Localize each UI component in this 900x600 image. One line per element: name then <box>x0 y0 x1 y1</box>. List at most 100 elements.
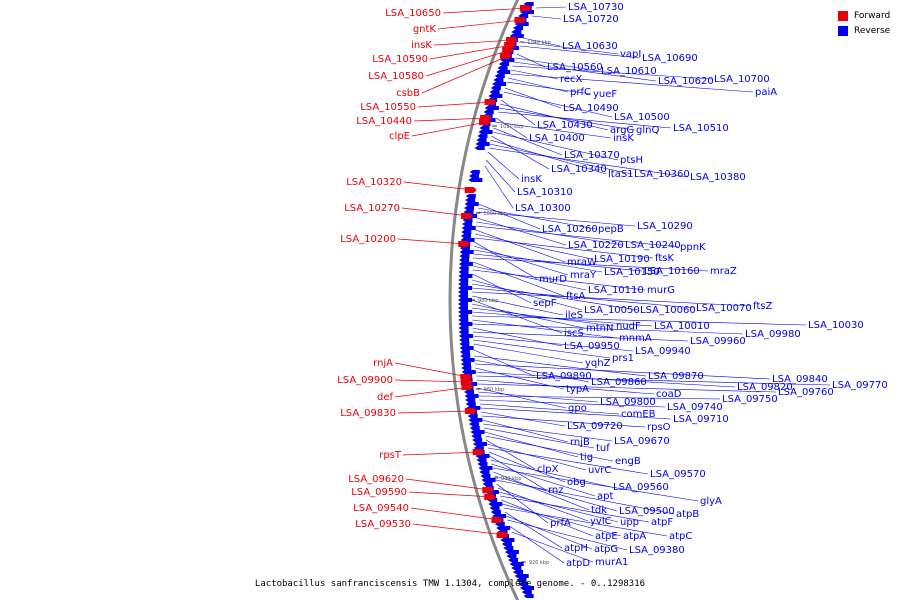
reverse-leader <box>476 375 831 386</box>
reverse-gene-arrow <box>472 442 487 446</box>
reverse-gene-label: LSA_10500 <box>614 112 670 123</box>
reverse-gene-label: LSA_09760 <box>778 387 834 398</box>
reverse-gene-arrow <box>458 278 469 282</box>
reverse-gene-arrow <box>521 590 532 594</box>
forward-gene-label: LSA_09530 <box>355 519 411 530</box>
reverse-gene-label: LSA_10610 <box>601 66 657 77</box>
reverse-gene-arrow <box>465 198 476 202</box>
reverse-gene-label: yvlC <box>590 516 612 527</box>
reverse-gene-arrow <box>458 262 473 266</box>
reverse-gene-arrow <box>477 134 488 138</box>
reverse-gene-arrow <box>459 258 470 262</box>
reverse-gene-label: LSA_09770 <box>832 380 888 391</box>
reverse-leader <box>493 471 590 511</box>
reverse-leader <box>510 69 559 80</box>
forward-gene-arrow <box>496 532 509 538</box>
reverse-leader <box>504 87 562 109</box>
reverse-gene-label: LSA_10560 <box>547 62 603 73</box>
reverse-gene-label: LSA_10010 <box>654 321 710 332</box>
reverse-gene-label: LSA_10690 <box>642 53 698 64</box>
reverse-leader <box>484 165 514 209</box>
reverse-gene-arrow <box>464 206 475 210</box>
forward-leader <box>397 410 473 414</box>
reverse-gene-arrow <box>504 550 519 554</box>
forward-gene-arrow <box>506 37 519 43</box>
reverse-gene-arrow <box>468 418 483 422</box>
reverse-leader <box>485 439 536 470</box>
reverse-gene-label: LSA_09980 <box>745 329 801 340</box>
reverse-leader <box>493 127 563 156</box>
forward-gene-label: LSA_10580 <box>368 71 424 82</box>
forward-gene-label: LSA_10650 <box>385 8 441 19</box>
reverse-gene-arrow <box>458 310 473 314</box>
reverse-leader <box>475 225 679 248</box>
forward-leader <box>394 362 469 378</box>
reverse-gene-label: atpC <box>669 531 692 542</box>
reverse-gene-label: ftsK <box>655 253 674 264</box>
reverse-gene-label: mraZ <box>710 266 737 277</box>
reverse-leader <box>501 99 536 126</box>
reverse-gene-label: atpH <box>564 543 588 554</box>
reverse-gene-arrow <box>488 94 503 98</box>
forward-gene-arrow <box>461 384 474 390</box>
reverse-leader <box>497 111 672 129</box>
reverse-gene-arrow <box>465 194 476 198</box>
reverse-gene-label: LSA_10240 <box>625 240 681 251</box>
reverse-leader <box>472 311 653 327</box>
reverse-gene-label: LSA_10400 <box>529 133 585 144</box>
reverse-gene-label: LSA_09950 <box>564 341 620 352</box>
reverse-gene-label: LSA_10370 <box>564 150 620 161</box>
reverse-gene-label: LSA_10030 <box>808 320 864 331</box>
reverse-leader <box>472 283 639 311</box>
reverse-gene-label: vapI <box>620 49 641 60</box>
reverse-gene-arrow <box>458 266 469 270</box>
reverse-leader <box>498 491 619 523</box>
forward-leader <box>402 451 481 456</box>
reverse-leader <box>472 323 744 335</box>
reverse-gene-arrow <box>472 438 483 442</box>
forward-gene-label: LSA_10270 <box>344 203 400 214</box>
reverse-gene-label: LSA_10050 <box>584 305 640 316</box>
reverse-leader <box>495 479 675 515</box>
reverse-gene-label: ppnK <box>680 242 706 253</box>
forward-gene-label: LSA_09590 <box>351 487 407 498</box>
reverse-leader <box>507 519 628 551</box>
reverse-leader <box>482 419 569 443</box>
reverse-leader <box>513 61 657 82</box>
reverse-gene-label: LSA_10260 <box>542 224 598 235</box>
reverse-leader <box>479 399 666 408</box>
reverse-gene-label: mraY <box>570 270 597 281</box>
reverse-gene-label: rnz <box>548 485 564 496</box>
reverse-gene-arrow <box>493 78 504 82</box>
reverse-leader <box>492 131 619 161</box>
reverse-gene-arrow <box>458 294 469 298</box>
reverse-gene-arrow <box>484 106 499 110</box>
forward-gene-arrow <box>484 494 497 500</box>
forward-gene-label: LSA_10440 <box>356 116 412 127</box>
reverse-leader <box>472 261 565 297</box>
reverse-gene-arrow <box>458 298 472 302</box>
reverse-leader <box>506 81 592 95</box>
reverse-gene-label: LSA_10310 <box>517 187 573 198</box>
reverse-gene-arrow <box>459 338 470 342</box>
legend-label-reverse: Reverse <box>854 25 891 36</box>
reverse-gene-arrow <box>474 146 485 150</box>
reverse-gene-arrow <box>464 394 479 398</box>
reverse-gene-arrow <box>508 558 519 562</box>
reverse-leader <box>484 431 579 458</box>
reverse-gene-label: LSA_10060 <box>640 305 696 316</box>
reverse-leader <box>511 531 594 563</box>
reverse-gene-label: ileS <box>565 310 583 321</box>
reverse-gene-label: upp <box>620 517 639 528</box>
reverse-leader <box>472 307 615 327</box>
reverse-gene-arrow <box>461 370 476 374</box>
reverse-leader <box>521 41 619 55</box>
reverse-leader <box>474 355 647 377</box>
reverse-gene-label: yqhZ <box>585 358 611 369</box>
reverse-leader <box>494 475 618 512</box>
reverse-gene-arrow <box>461 366 472 370</box>
reverse-leader <box>532 15 562 20</box>
forward-leader <box>417 101 493 108</box>
reverse-gene-arrow <box>469 174 480 178</box>
reverse-gene-label: LSA_10300 <box>515 203 571 214</box>
